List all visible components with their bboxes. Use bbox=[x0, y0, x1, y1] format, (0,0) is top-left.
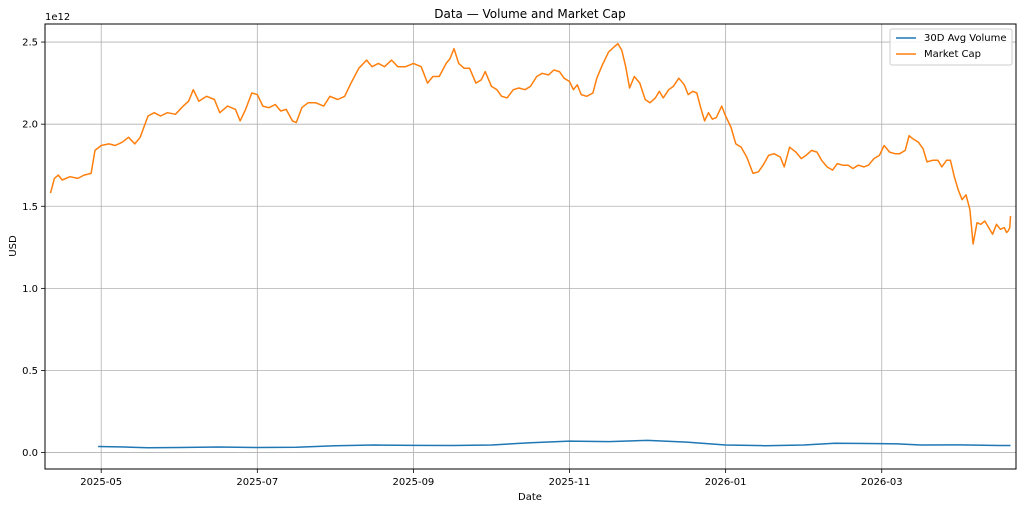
x-tick-label: 2026-03 bbox=[861, 477, 903, 488]
plot-background bbox=[45, 24, 1016, 469]
y-tick-label: 0.0 bbox=[22, 448, 38, 459]
plot-frame bbox=[44, 23, 1017, 470]
y-axis: 0.0 0.5 1.0 1.5 2.0 2.5 bbox=[22, 38, 45, 459]
chart-title: Data — Volume and Market Cap bbox=[434, 7, 626, 21]
x-tick-label: 2026-01 bbox=[705, 477, 747, 488]
legend-label-volume: 30D Avg Volume bbox=[924, 33, 1007, 44]
x-axis: 2025-05 2025-07 2025-09 2025-11 2026-01 2026-… bbox=[80, 469, 903, 488]
y-offset-label: 1e12 bbox=[45, 12, 70, 23]
series-layer bbox=[49, 42, 1012, 449]
x-axis-label: Date bbox=[518, 492, 542, 503]
series-line-30d-avg-volume bbox=[98, 439, 1011, 449]
x-tick-label: 2025-05 bbox=[80, 477, 122, 488]
legend-box bbox=[889, 28, 1013, 66]
y-tick-label: 2.0 bbox=[22, 120, 38, 131]
legend-label-market-cap: Market Cap bbox=[924, 49, 981, 60]
series-line-market-cap bbox=[49, 42, 1012, 245]
y-tick-label: 2.5 bbox=[22, 38, 38, 49]
y-tick-label: 1.5 bbox=[22, 202, 38, 213]
x-tick-label: 2025-07 bbox=[236, 477, 278, 488]
x-tick-label: 2025-09 bbox=[393, 477, 435, 488]
y-tick-label: 0.5 bbox=[22, 366, 38, 377]
y-axis-label: USD bbox=[8, 235, 19, 257]
legend: 30D Avg Volume Market Cap bbox=[889, 28, 1013, 66]
y-tick-label: 1.0 bbox=[22, 284, 38, 295]
x-tick-label: 2025-11 bbox=[549, 477, 591, 488]
grid-lines bbox=[45, 24, 1016, 469]
